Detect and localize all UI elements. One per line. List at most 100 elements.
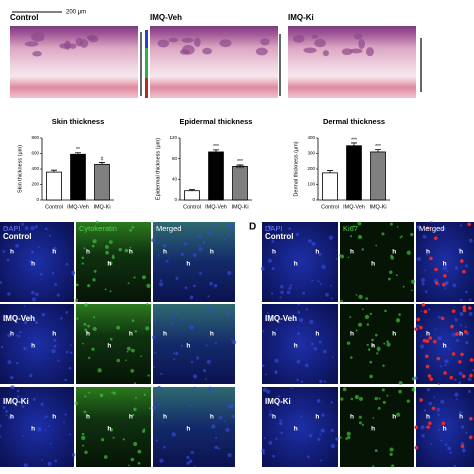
micrograph	[340, 304, 414, 384]
nucleus	[262, 387, 268, 393]
nucleus	[398, 381, 403, 385]
column-label: Ki67	[343, 224, 358, 233]
error-bar	[75, 152, 81, 155]
follicle-label: h	[371, 261, 375, 268]
nucleus	[76, 317, 79, 320]
nucleus	[218, 447, 221, 450]
nucleus	[459, 298, 463, 302]
nucleus	[208, 386, 213, 391]
nucleus	[398, 389, 402, 394]
nucleus	[458, 411, 463, 415]
follicle-label: h	[350, 414, 354, 421]
ki67-cell	[469, 373, 473, 378]
nucleus	[20, 222, 25, 227]
nucleus	[280, 290, 284, 295]
nucleus	[4, 315, 8, 319]
ki67-cell	[434, 267, 438, 272]
panel-label: D	[249, 222, 256, 233]
follicle-label: h	[294, 426, 298, 433]
nucleus	[437, 283, 441, 286]
nucleus	[467, 389, 471, 393]
nucleus	[7, 333, 12, 338]
follicle-label: h	[107, 426, 111, 433]
nucleus	[340, 397, 344, 401]
follicle-label: h	[129, 414, 133, 421]
nucleus	[261, 448, 266, 453]
nucleus	[330, 401, 333, 404]
follicle	[322, 50, 329, 57]
nucleus	[384, 309, 387, 313]
nucleus	[192, 325, 194, 328]
ki67-cell	[425, 226, 430, 230]
nucleus	[7, 292, 11, 296]
nucleus	[442, 428, 445, 431]
histology-image	[10, 26, 138, 98]
nucleus	[410, 232, 414, 237]
nucleus	[465, 290, 468, 294]
error-bar	[51, 169, 57, 173]
nucleus	[442, 266, 447, 271]
nucleus	[271, 266, 275, 271]
nucleus	[311, 241, 316, 246]
nucleus	[335, 437, 339, 441]
nucleus	[9, 397, 12, 401]
nucleus	[81, 256, 85, 260]
nucleus	[193, 386, 197, 390]
follicle-label: h	[294, 343, 298, 350]
nucleus	[91, 244, 95, 248]
nucleus	[40, 402, 44, 406]
nucleus	[414, 376, 418, 380]
nucleus	[131, 319, 135, 322]
error-bar	[351, 142, 357, 146]
follicle	[260, 38, 270, 46]
nucleus	[307, 239, 312, 243]
nucleus	[15, 334, 18, 337]
nucleus	[274, 358, 279, 363]
ki67-cell	[429, 256, 433, 261]
nucleus	[213, 310, 217, 313]
nucleus	[454, 266, 459, 270]
follicle	[303, 47, 317, 54]
significance-label: #	[101, 157, 104, 163]
ki67-cell	[443, 274, 447, 278]
ki67-cell	[426, 425, 430, 429]
follicle-label: h	[272, 249, 276, 256]
nucleus	[188, 459, 193, 463]
follicle-label: h	[459, 414, 463, 421]
nucleus	[159, 282, 164, 287]
nucleus	[218, 415, 223, 420]
nucleus	[184, 286, 188, 290]
follicle-label: h	[392, 414, 396, 421]
nucleus	[361, 308, 364, 311]
nucleus	[0, 435, 2, 438]
y-tick-label: 200	[307, 166, 315, 171]
follicle	[24, 41, 39, 47]
nucleus	[154, 351, 157, 354]
nucleus	[134, 382, 137, 385]
nucleus	[109, 337, 113, 341]
nucleus	[296, 359, 301, 364]
micrograph	[0, 222, 74, 302]
x-tick-label: IMQ-Ki	[93, 204, 110, 210]
nucleus	[416, 225, 421, 230]
follicle-label: h	[210, 249, 214, 256]
nucleus	[367, 348, 371, 351]
nucleus	[116, 325, 121, 330]
nucleus	[221, 388, 224, 391]
nucleus	[0, 345, 4, 349]
follicle-label: h	[52, 331, 56, 338]
nucleus	[205, 344, 208, 347]
nucleus	[81, 435, 86, 441]
nucleus	[330, 297, 333, 300]
nucleus	[93, 269, 97, 273]
nucleus	[83, 247, 86, 250]
nucleus	[152, 335, 156, 339]
follicle	[75, 37, 83, 47]
nucleus	[451, 332, 456, 337]
nucleus	[193, 284, 196, 288]
micrograph	[153, 304, 235, 384]
nucleus	[454, 392, 459, 397]
nucleus	[173, 352, 176, 355]
nucleus	[153, 319, 157, 323]
nucleus	[227, 222, 232, 227]
